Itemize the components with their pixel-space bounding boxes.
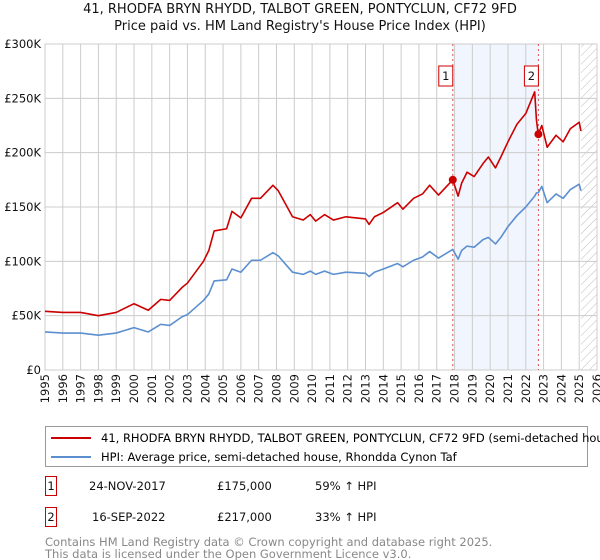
x-tick-label: 2025	[572, 374, 586, 403]
x-tick-label: 2003	[180, 374, 194, 403]
transaction-price: £217,000	[217, 510, 272, 524]
sale-label-box	[438, 65, 454, 87]
x-tick-label: 1997	[74, 374, 88, 403]
x-tick-label: 2024	[554, 374, 568, 403]
y-tick-label: £100K	[4, 254, 41, 268]
x-tick-label: 2012	[341, 374, 355, 403]
transaction-marker: 1	[45, 476, 57, 496]
y-tick-label: £150K	[4, 200, 41, 214]
x-tick-label: 2015	[394, 374, 408, 403]
legend-label: HPI: Average price, semi-detached house,…	[101, 450, 457, 464]
transaction-row: 1 24-NOV-2017 £175,000 59% ↑ HPI	[0, 476, 600, 498]
x-tick-label: 1998	[91, 374, 105, 403]
sale-point	[534, 130, 543, 139]
hpi-line	[44, 183, 582, 337]
transaction-hpi: 33% ↑ HPI	[315, 510, 377, 524]
transaction-date: 16-SEP-2022	[92, 510, 166, 524]
footer-licence: This data is licensed under the Open Gov…	[45, 547, 412, 560]
x-tick-label: 2018	[448, 374, 462, 403]
x-tick-label: 2013	[359, 374, 373, 403]
x-tick-label: 2000	[127, 374, 141, 403]
plot-border	[44, 43, 598, 371]
x-tick-label: 2006	[234, 374, 248, 403]
x-tick-label: 2005	[216, 374, 230, 403]
y-tick-label: £200K	[4, 146, 41, 160]
transaction-hpi: 59% ↑ HPI	[315, 479, 377, 493]
x-tick-label: 2020	[483, 374, 497, 403]
chart-legend: 41, RHODFA BRYN RHYDD, TALBOT GREEN, PON…	[45, 426, 600, 467]
x-tick-label: 1999	[109, 374, 123, 403]
legend-item-hpi: HPI: Average price, semi-detached house,…	[51, 448, 457, 466]
x-tick-label: 2011	[323, 374, 337, 403]
price-chart: 1995 1996 1997 1998 1999 2000 2001 2002 2003 2004…	[4, 37, 600, 403]
transaction-marker: 2	[45, 507, 57, 527]
sale-label: 2	[528, 69, 535, 83]
legend-label: 41, RHODFA BRYN RHYDD, TALBOT GREEN, PON…	[101, 431, 600, 445]
sale-label-box	[523, 65, 539, 87]
y-tick-label: £0	[26, 363, 41, 377]
y-tick-label: £300K	[4, 37, 41, 51]
x-tick-label: 2007	[252, 374, 266, 403]
legend-item-property: 41, RHODFA BRYN RHYDD, TALBOT GREEN, PON…	[51, 429, 600, 447]
chart-subtitle: Price paid vs. HM Land Registry's House …	[114, 19, 486, 34]
y-tick-label: £50K	[12, 309, 42, 323]
x-tick-label: 2023	[537, 374, 551, 403]
x-tick-label: 2009	[287, 374, 301, 403]
chart-title: 41, RHODFA BRYN RHYDD, TALBOT GREEN, PON…	[83, 2, 517, 17]
x-tick-label: 2016	[412, 374, 426, 403]
x-tick-label: 2014	[376, 374, 390, 403]
x-tick-label: 2017	[430, 374, 444, 403]
x-tick-label: 2010	[305, 374, 319, 403]
legend-swatch	[51, 456, 91, 458]
footer-copyright: Contains HM Land Registry data © Crown c…	[45, 535, 493, 549]
transaction-date: 24-NOV-2017	[89, 479, 166, 493]
x-tick-label: 2022	[519, 374, 533, 403]
sale-point	[448, 175, 457, 184]
x-tick-label: 2008	[269, 374, 283, 403]
x-tick-label: 2002	[163, 374, 177, 403]
x-tick-label: 2004	[198, 374, 212, 403]
legend-swatch	[51, 437, 91, 439]
y-tick-label: £250K	[4, 91, 41, 105]
transaction-price: £175,000	[217, 479, 272, 493]
x-tick-label: 1995	[38, 374, 52, 403]
sale-label: 1	[442, 69, 449, 83]
x-tick-label: 2021	[501, 374, 515, 403]
x-tick-label: 2001	[145, 374, 159, 403]
price-paid-line	[44, 91, 582, 317]
x-tick-label: 1996	[56, 374, 70, 403]
transaction-row: 2 16-SEP-2022 £217,000 33% ↑ HPI	[0, 507, 600, 529]
x-tick-label: 2019	[465, 374, 479, 403]
x-tick-label: 2026	[590, 374, 600, 403]
